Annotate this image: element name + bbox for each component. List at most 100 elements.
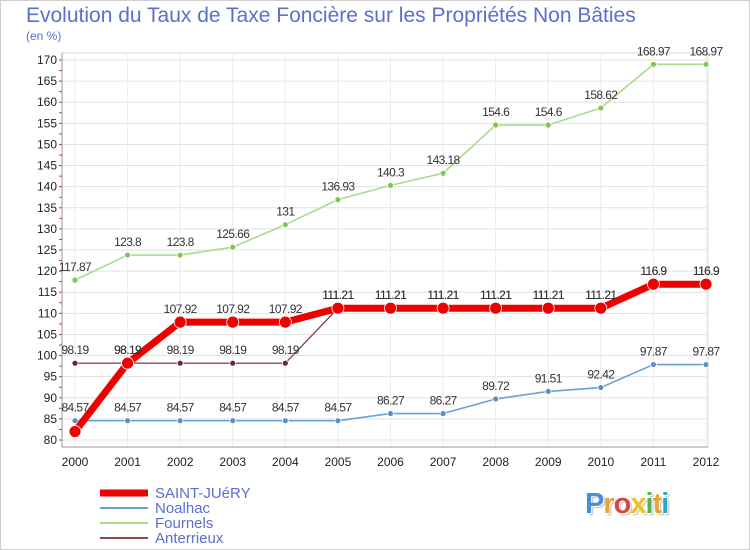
data-point [331, 301, 345, 315]
data-point [281, 221, 289, 229]
data-point [68, 425, 82, 438]
data-label: 98.19 [114, 343, 142, 357]
data-label: 143.18 [427, 153, 461, 167]
data-label: 84.57 [61, 401, 89, 415]
data-label: 111.21 [322, 288, 354, 302]
data-point [702, 361, 710, 368]
x-tick-label: 2003 [219, 455, 246, 469]
data-label: 97.87 [692, 345, 720, 359]
data-label: 111.21 [375, 288, 407, 302]
data-label: 107.92 [164, 302, 198, 316]
data-point [71, 359, 79, 367]
data-label: 111.21 [480, 288, 512, 302]
proxiti-logo: Proxiti [585, 488, 669, 521]
data-point [334, 196, 342, 204]
data-label: 111.21 [480, 288, 512, 302]
y-tick-label: 115 [38, 285, 57, 299]
data-label: 111.21 [533, 288, 565, 302]
data-point [278, 315, 292, 329]
unit-label: (en %) [26, 29, 62, 43]
data-label: 86.27 [430, 394, 458, 408]
data-point [281, 359, 289, 367]
data-label: 111.21 [533, 288, 565, 302]
data-point [71, 276, 79, 284]
data-label: 84.57 [167, 401, 195, 415]
data-point [439, 410, 447, 417]
data-label: 86.27 [377, 394, 405, 408]
data-label: 116.9 [640, 264, 667, 278]
y-tick-label: 125 [37, 243, 57, 257]
data-label: 154.6 [535, 105, 563, 119]
data-label: 111.21 [322, 288, 354, 302]
data-point [647, 277, 660, 291]
data-label: 158.62 [584, 88, 618, 102]
y-tick-label: 90 [44, 391, 58, 405]
data-point [121, 356, 134, 370]
data-point [597, 384, 605, 391]
data-labels: 84.57 84.57 84.57 84.57 84.57 84.57 86.27 86.27… [59, 44, 724, 414]
data-point [71, 417, 79, 425]
data-point [281, 417, 289, 425]
data-label: 89.72 [482, 379, 510, 393]
data-label: 111.21 [375, 288, 407, 302]
data-label: 98.19 [219, 343, 247, 357]
data-point [176, 417, 184, 425]
x-tick-label: 2007 [430, 455, 457, 469]
y-tick-label: 150 [37, 137, 57, 151]
data-label: 111.21 [427, 288, 459, 302]
data-label: 116.9 [693, 264, 720, 278]
data-point [124, 251, 131, 259]
data-point [229, 359, 237, 367]
x-tick-label: 2000 [62, 455, 89, 469]
data-point [597, 104, 605, 112]
legend-label: SAINT-JUéRY [155, 485, 251, 502]
data-label: 125.66 [216, 227, 250, 241]
data-point [541, 301, 555, 315]
data-point [384, 301, 397, 315]
y-tick-label: 135 [37, 201, 57, 215]
data-point [650, 361, 657, 368]
data-point [594, 301, 608, 315]
data-label: 84.57 [272, 401, 300, 415]
data-point [650, 60, 657, 68]
data-label: 111.21 [427, 288, 459, 302]
data-label: 92.42 [587, 368, 615, 382]
data-label: 116.9 [640, 264, 667, 278]
logo-letter: t [652, 488, 663, 520]
legend-label: Noalhac [155, 500, 211, 517]
data-label: 84.57 [114, 401, 142, 415]
data-point [489, 301, 503, 315]
y-tick-label: 110 [38, 306, 57, 320]
data-point [176, 359, 184, 367]
data-point [229, 417, 237, 425]
y-tick-label: 160 [37, 95, 57, 109]
logo-letter: x [630, 488, 646, 520]
data-point [229, 243, 237, 251]
data-label: 84.57 [324, 401, 352, 415]
data-label: 168.97 [689, 44, 723, 58]
y-tick-label: 170 [37, 53, 57, 67]
data-point [176, 251, 184, 259]
y-tick-label: 120 [37, 264, 57, 278]
logo-letter: o [613, 488, 632, 520]
legend-label: Fournels [155, 515, 213, 532]
data-point [544, 121, 552, 129]
data-point [226, 315, 240, 329]
data-label: 131 [276, 205, 295, 219]
grid [61, 52, 709, 448]
data-point [699, 277, 713, 291]
y-tick-label: 140 [37, 180, 57, 194]
data-label: 98.19 [167, 343, 195, 357]
data-label: 136.93 [321, 180, 355, 194]
logo-letter: r [603, 488, 614, 520]
chart-title: Evolution du Taux de Taxe Foncière sur l… [26, 4, 636, 27]
x-tick-label: 2005 [325, 455, 352, 469]
data-point [334, 417, 342, 425]
data-point [173, 315, 187, 329]
y-tick-label: 85 [44, 412, 58, 426]
data-point [124, 417, 131, 425]
logo-letter: i [661, 488, 669, 520]
y-tick-label: 80 [44, 433, 58, 447]
y-tick-label: 165 [37, 74, 57, 88]
data-label: 123.8 [167, 235, 195, 249]
